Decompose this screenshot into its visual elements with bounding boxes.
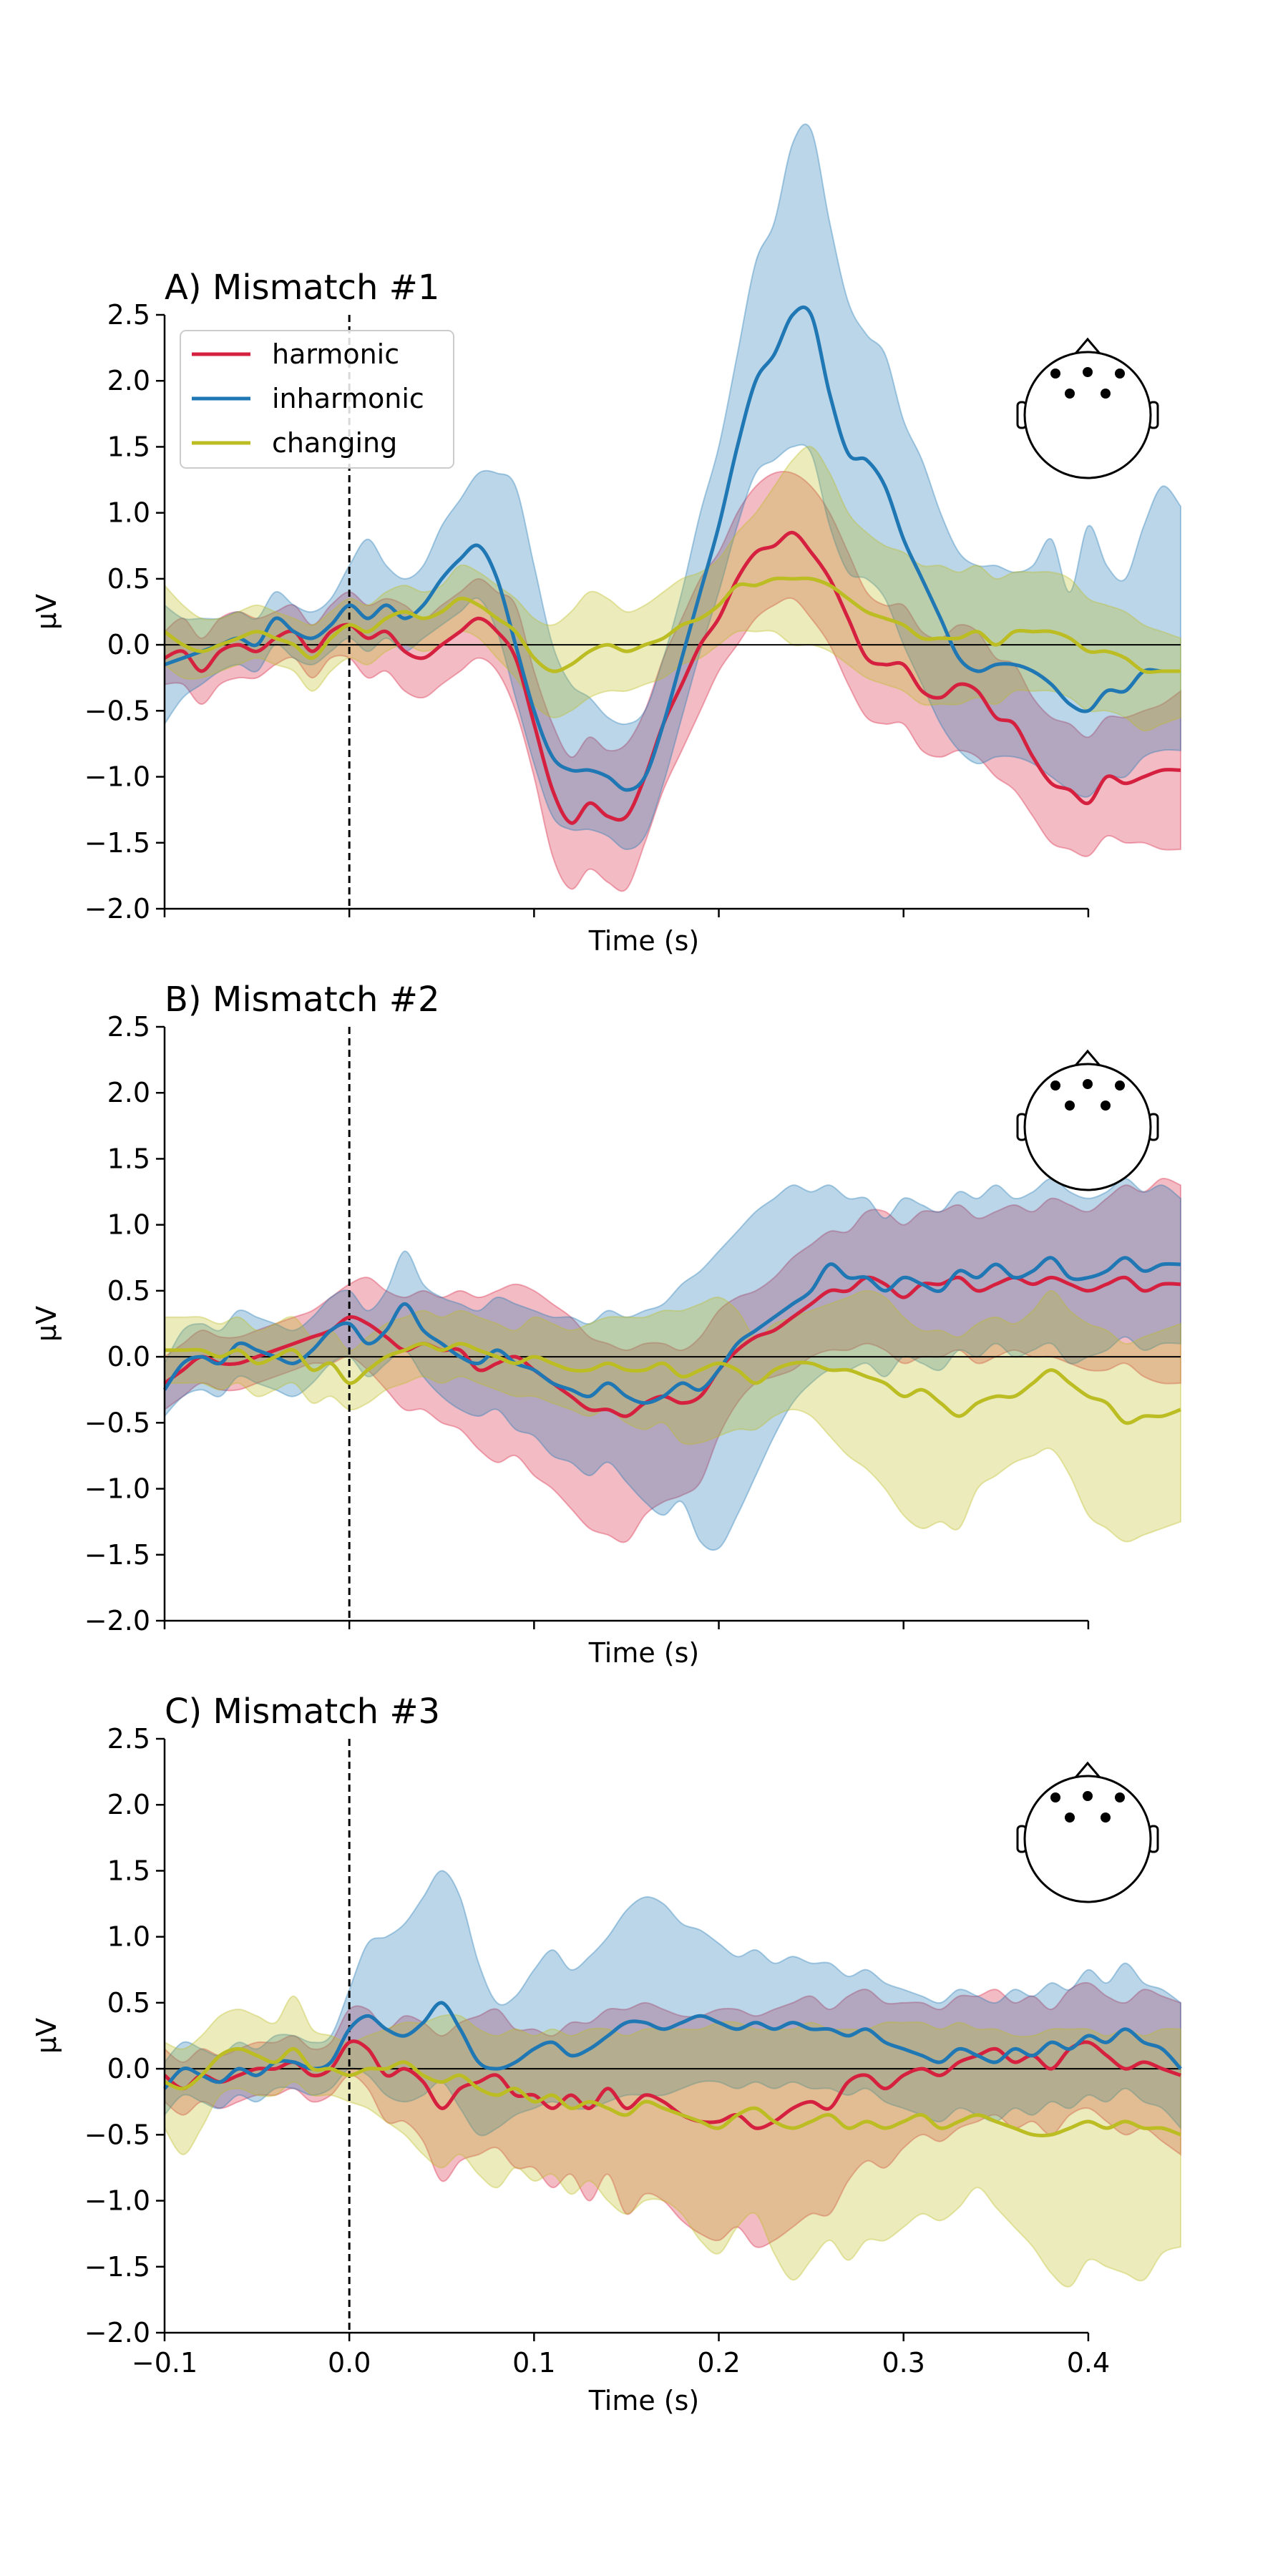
y-tick-label: 0.5	[107, 1275, 150, 1307]
y-tick-label: −2.0	[84, 893, 150, 924]
confidence-band-changing	[164, 445, 1181, 732]
y-tick-label: −1.0	[84, 2185, 150, 2217]
legend-frame	[180, 330, 454, 469]
panel-title: C) Mismatch #3	[165, 1692, 440, 1732]
y-tick-label: 2.0	[107, 1789, 150, 1820]
y-tick-label: −2.0	[84, 1605, 150, 1636]
electrode-dot	[1065, 389, 1075, 399]
x-tick-label: 0.2	[697, 2347, 740, 2379]
x-tick-label: 0.1	[512, 2347, 555, 2379]
x-axis-label: Time (s)	[588, 2385, 700, 2416]
y-tick-label: −1.5	[84, 1539, 150, 1571]
y-tick-label: 0.5	[107, 1987, 150, 2019]
confidence-band-harmonic	[164, 1981, 1181, 2248]
head-electrodes-icon	[1016, 1049, 1159, 1191]
y-tick-label: −2.0	[84, 2317, 150, 2348]
electrode-dot	[1101, 1813, 1111, 1823]
y-tick-label: 1.5	[107, 431, 150, 462]
electrode-dot	[1083, 367, 1093, 377]
electrode-dot	[1050, 1080, 1060, 1091]
chart-panel-3: −2.0 −1.5 −1.0 −0.5 0.0 0.5 1.0 1.5 2.0 2.5 −0.1 0.…	[31, 1692, 1182, 2416]
chart-panel-2: −2.0 −1.5 −1.0 −0.5 0.0 0.5 1.0 1.5 2.0 2.5 Time (…	[31, 980, 1181, 1669]
electrode-dot	[1050, 1792, 1060, 1802]
y-tick-label: 1.5	[107, 1143, 150, 1174]
y-tick-label: −1.5	[84, 827, 150, 859]
x-axis-label: Time (s)	[588, 925, 700, 957]
y-tick-label: 1.5	[107, 1855, 150, 1886]
electrode-dot	[1115, 1080, 1125, 1091]
head-electrodes-icon	[1016, 1761, 1159, 1903]
series-line-changing	[163, 576, 1181, 674]
y-tick-label: −1.0	[84, 1473, 150, 1505]
confidence-band-changing	[164, 1995, 1181, 2288]
x-axis-label: Time (s)	[588, 1637, 700, 1669]
electrode-dot	[1065, 1813, 1075, 1823]
electrode-dot	[1115, 1792, 1125, 1802]
y-tick-label: 0.0	[107, 629, 150, 660]
electrode-dot	[1083, 1791, 1093, 1801]
chart-panel-1: −2.0 −1.5 −1.0 −0.5 0.0 0.5 1.0 1.5 2.0 2.5 Time (…	[31, 123, 1181, 957]
y-tick-label: 0.0	[107, 1341, 150, 1372]
legend: harmonic inharmonic changing	[180, 330, 454, 469]
series-line-changing	[165, 1342, 1181, 1425]
x-tick-label: 0.4	[1067, 2347, 1110, 2379]
y-tick-label: −1.0	[84, 761, 150, 793]
head-outline	[1023, 351, 1152, 479]
confidence-band-inharmonic	[164, 1178, 1181, 1551]
legend-label-harmonic: harmonic	[272, 338, 399, 370]
y-axis-label: µV	[31, 594, 62, 630]
head-outline	[1023, 1775, 1152, 1903]
electrode-dot	[1101, 389, 1111, 399]
y-tick-label: 1.0	[107, 1209, 150, 1241]
confidence-band-harmonic	[164, 1178, 1181, 1543]
y-tick-label: 2.5	[107, 1723, 150, 1755]
y-tick-label: −0.5	[84, 2119, 150, 2150]
x-tick-label: −0.1	[132, 2347, 197, 2379]
legend-label-inharmonic: inharmonic	[272, 383, 424, 414]
electrode-dot	[1101, 1101, 1111, 1111]
y-tick-label: 1.0	[107, 497, 150, 529]
confidence-band-inharmonic	[164, 123, 1181, 851]
confidence-band-harmonic	[164, 471, 1181, 892]
y-tick-label: 2.0	[107, 1077, 150, 1108]
head-electrodes-icon	[1016, 337, 1159, 479]
electrode-dot	[1115, 369, 1125, 379]
series-line-inharmonic	[163, 2001, 1182, 2090]
x-tick-label: 0.0	[328, 2347, 371, 2379]
series-line-inharmonic	[164, 305, 1181, 792]
y-tick-label: 2.5	[107, 299, 150, 331]
series-line-harmonic	[163, 2039, 1181, 2130]
series-line-inharmonic	[162, 1256, 1181, 1405]
electrode-dot	[1083, 1079, 1093, 1089]
nose-shape	[1070, 1049, 1105, 1070]
y-tick-label: 0.0	[107, 2053, 150, 2084]
panel-title: A) Mismatch #1	[165, 268, 439, 308]
y-tick-label: −0.5	[84, 1407, 150, 1438]
panel-title: B) Mismatch #2	[165, 980, 440, 1020]
x-tick-label: 0.3	[882, 2347, 925, 2379]
y-tick-label: 0.5	[107, 563, 150, 595]
electrode-dot	[1065, 1101, 1075, 1111]
y-tick-label: −1.5	[84, 2251, 150, 2283]
legend-label-changing: changing	[272, 427, 397, 459]
y-tick-label: 2.5	[107, 1011, 150, 1043]
nose-shape	[1070, 1761, 1105, 1782]
y-tick-label: 1.0	[107, 1921, 150, 1953]
y-tick-label: 2.0	[107, 365, 150, 396]
y-tick-label: −0.5	[84, 695, 150, 726]
nose-shape	[1070, 337, 1105, 358]
electrode-dot	[1050, 369, 1060, 379]
y-axis-label: µV	[31, 1306, 62, 1342]
series-line-changing	[163, 2046, 1181, 2137]
confidence-band-changing	[164, 1289, 1181, 1543]
y-axis-label: µV	[31, 2018, 62, 2054]
head-outline	[1023, 1063, 1152, 1191]
